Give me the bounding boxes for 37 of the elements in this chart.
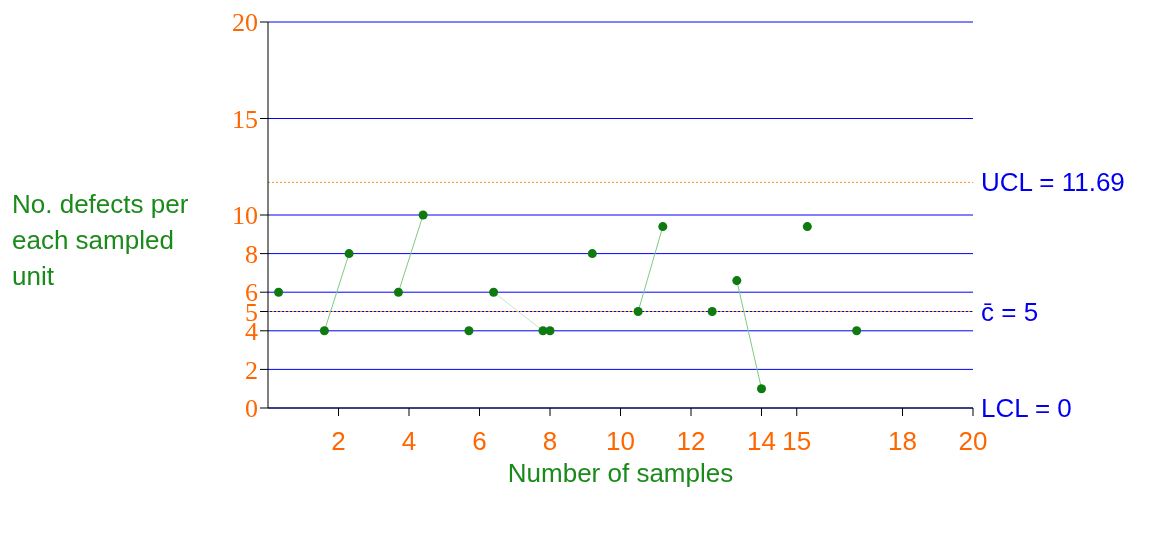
x-tick-label: 14 — [747, 426, 776, 457]
y-tick-label: 15 — [232, 104, 258, 134]
x-tick-label: 10 — [606, 426, 635, 457]
x-tick-label: 15 — [782, 426, 812, 457]
point — [545, 326, 555, 336]
y-axis-title: No. defects per each sampled unit — [12, 188, 190, 293]
x-tick-label: 20 — [958, 426, 988, 457]
x-axis-title: Number of samples — [507, 458, 734, 488]
y-tick-label: 10 — [232, 201, 258, 231]
point — [393, 287, 403, 297]
point — [707, 306, 717, 317]
text: LCL = 0 — [981, 393, 1072, 423]
point — [319, 326, 329, 336]
point — [489, 287, 499, 297]
point — [802, 222, 812, 232]
point — [658, 222, 668, 232]
point — [633, 306, 643, 317]
y-tick-label: 8 — [245, 239, 258, 269]
y-tick-label: 0 — [245, 394, 258, 424]
x-tick-label: 18 — [888, 426, 917, 457]
point — [274, 287, 284, 297]
x-tick-label: 2 — [331, 426, 346, 457]
x-tick-label: 8 — [542, 426, 558, 457]
y-tick-label: 20 — [232, 8, 258, 38]
ref-line-label: UCL = 11.69 — [981, 167, 1125, 198]
point — [587, 249, 597, 259]
point — [732, 276, 742, 286]
y-tick-label: 2 — [245, 355, 258, 385]
point — [756, 384, 767, 394]
x-tick-label: 6 — [472, 426, 487, 457]
point — [852, 326, 862, 336]
x-tick-label: 4 — [401, 426, 417, 457]
x-tick-label: 12 — [676, 426, 706, 457]
point — [418, 210, 428, 220]
point — [464, 326, 474, 336]
point — [344, 249, 354, 259]
ref-line-label: c̄ = 5 — [981, 296, 1039, 327]
